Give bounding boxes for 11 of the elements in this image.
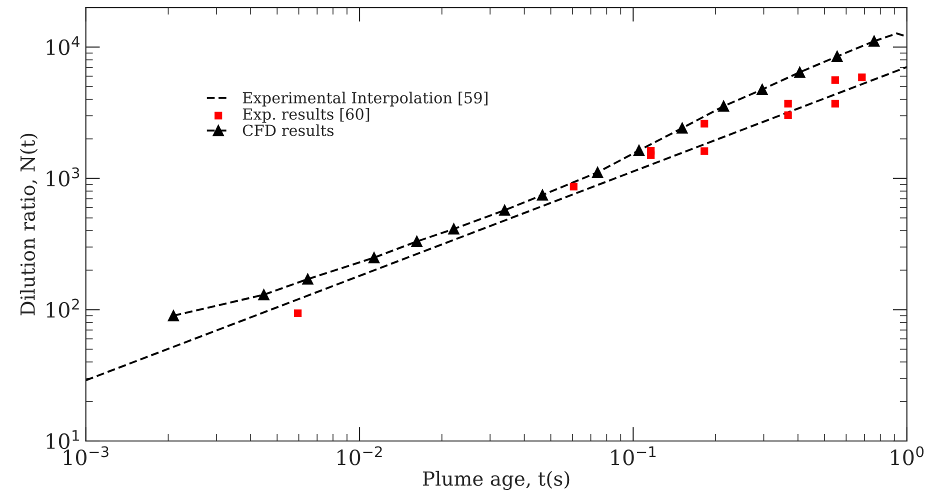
legend-label: Experimental Interpolation [59] <box>242 92 488 106</box>
legend-label: Exp. results [60] <box>242 108 370 123</box>
x-axis-title: Plume age, t(s) <box>423 470 570 490</box>
legend-label: CFD results <box>242 124 334 136</box>
y-axis-title: Dilution ratio, N(t) <box>20 134 38 316</box>
y-tick-label: 10$^{2}$ <box>46 298 79 318</box>
y-tick-label: 10$^{4}$ <box>46 36 80 56</box>
x-tick-label: 10$^{−2}$ <box>338 446 382 466</box>
x-tick-label: 10$^{−1}$ <box>611 446 656 466</box>
x-tick-label: 10$^{0}$ <box>891 446 924 466</box>
y-tick-label: 10$^{3}$ <box>46 167 80 186</box>
